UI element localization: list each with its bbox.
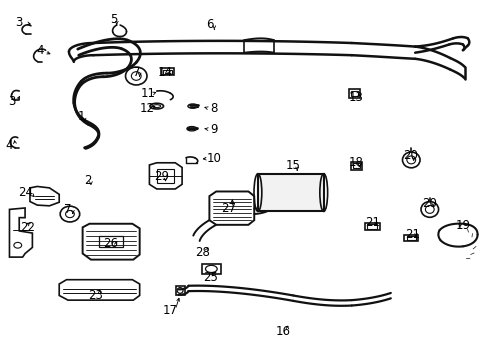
Bar [99,236,122,247]
Text: 10: 10 [206,152,221,165]
Bar [157,169,174,183]
Text: 4: 4 [6,139,13,152]
Text: 3: 3 [16,17,23,30]
Text: 21: 21 [405,228,419,241]
Text: 20: 20 [422,197,436,210]
Text: 12: 12 [139,102,154,115]
Text: 9: 9 [210,123,218,136]
Text: 19: 19 [454,219,469,233]
Text: 22: 22 [20,221,35,234]
Bar [257,174,323,211]
Text: 8: 8 [210,102,218,115]
Text: 17: 17 [163,305,178,318]
Bar [406,236,415,240]
Bar [163,69,171,74]
Text: 2: 2 [83,174,91,186]
Text: 14: 14 [158,66,173,79]
Bar [366,225,376,229]
Text: 18: 18 [347,156,363,169]
Bar [353,163,359,168]
Text: 4: 4 [36,44,43,57]
Bar [202,264,220,274]
Bar [404,235,417,241]
Text: 21: 21 [364,216,379,229]
Text: 1: 1 [77,110,85,123]
Bar [350,90,357,96]
Text: 13: 13 [347,91,363,104]
Bar [350,162,361,170]
Text: 25: 25 [203,271,217,284]
Text: 20: 20 [402,149,417,162]
Text: 5: 5 [110,13,117,26]
Text: 7: 7 [132,66,140,79]
Text: 11: 11 [140,87,155,100]
Text: 6: 6 [206,18,214,31]
Text: 26: 26 [102,237,118,250]
Bar [175,286,184,295]
Bar [348,89,359,98]
Text: 29: 29 [154,170,169,183]
Text: 27: 27 [221,202,236,215]
Text: 28: 28 [195,246,210,259]
Text: 15: 15 [285,159,300,172]
Text: 23: 23 [88,289,103,302]
Bar [160,68,174,75]
Text: 16: 16 [275,325,290,338]
Text: 3: 3 [8,95,15,108]
Text: 24: 24 [19,186,34,199]
Bar [364,223,379,230]
Text: 7: 7 [64,203,72,216]
